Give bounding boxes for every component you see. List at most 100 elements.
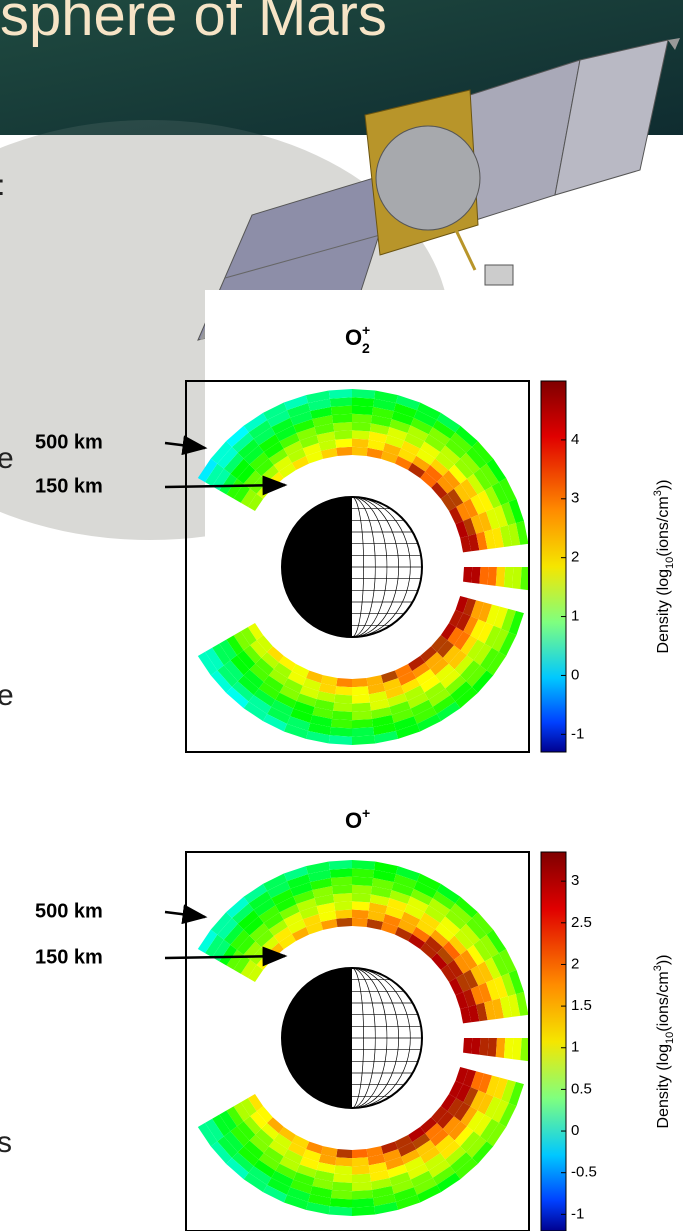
ring-cell	[352, 1157, 369, 1166]
ring-cell	[488, 1038, 497, 1057]
ring-cell	[471, 1038, 480, 1055]
colorbar-label-part: ))	[655, 955, 672, 966]
ring-cell	[352, 1149, 368, 1158]
ring-cell	[352, 1174, 371, 1183]
ring-cell	[332, 711, 352, 720]
colorbar-label-part: Density (log	[655, 569, 672, 653]
ring-cell	[331, 1190, 352, 1200]
ring-cell	[352, 719, 373, 729]
ring-cell	[352, 727, 374, 737]
ring-cell	[329, 860, 352, 870]
ring-cell	[352, 885, 372, 894]
panel-title: O	[345, 808, 362, 833]
colorbar-tick-label: 3	[571, 872, 579, 889]
page: {"header": {"title": "sphere of Mars"}, …	[0, 0, 683, 1231]
ring-cell	[504, 567, 514, 588]
slide: sphere of Mars :ees O+2500 km150 km-1012…	[0, 0, 683, 1231]
ring-cell	[463, 567, 472, 583]
ring-cell	[333, 1174, 352, 1183]
planet-night	[282, 968, 352, 1108]
ring-cell	[352, 1206, 375, 1216]
ring-cell	[334, 1165, 352, 1174]
ring-cell	[336, 1149, 352, 1158]
colorbar-tick-label: -0.5	[571, 1164, 597, 1181]
altitude-label: 150 km	[35, 946, 103, 968]
ring-cell	[330, 727, 352, 737]
ring-cell	[352, 397, 374, 407]
ring-cell	[352, 678, 368, 687]
ring-cell	[512, 1038, 522, 1060]
ring-cell	[352, 868, 374, 878]
colorbar-tick-label: 0	[571, 1122, 579, 1139]
ring-cell	[331, 719, 352, 729]
ring-cell	[335, 686, 352, 695]
colorbar-tick-label: 1.5	[571, 997, 592, 1014]
ring-cell	[330, 397, 352, 407]
ring-cell	[496, 1038, 505, 1058]
title-base: O	[345, 808, 362, 833]
ring-cell	[352, 406, 373, 416]
ring-cell	[352, 686, 369, 695]
ring-cell	[496, 567, 505, 587]
ring-cell	[352, 893, 371, 902]
ring-cell	[352, 877, 373, 887]
ring-cell	[332, 414, 352, 423]
ring-cell	[504, 1038, 514, 1059]
ring-cell	[334, 430, 352, 439]
ring-cell	[352, 711, 372, 720]
ring-cell	[330, 868, 352, 878]
ring-cell	[336, 678, 352, 687]
ring-cell	[352, 910, 369, 919]
cut-text: e	[0, 442, 14, 475]
ring-cell	[334, 694, 352, 703]
ring-cell	[352, 860, 375, 870]
colorbar-tick-label: 4	[571, 431, 579, 448]
ring-cell	[331, 406, 352, 416]
ring-cell	[352, 918, 368, 927]
colorbar-label-part: (ions/cm	[655, 971, 672, 1031]
colorbar-label-part: ))	[655, 480, 672, 491]
ring-cell	[336, 918, 352, 927]
ring-cell	[333, 703, 352, 712]
ring-cell	[332, 1182, 352, 1191]
panel: O+500 km150 km-1-0.500.511.522.53Density…	[35, 805, 676, 1231]
ring-cell	[332, 885, 352, 894]
cut-text: s	[0, 1126, 12, 1159]
colorbar-tick-label: 1	[571, 608, 579, 625]
ring-cell	[352, 422, 371, 431]
ring-cell	[352, 735, 375, 745]
colorbar-tick-label: 2.5	[571, 914, 592, 931]
ring-cell	[352, 694, 370, 703]
ring-cell	[352, 1198, 374, 1208]
cut-text: e	[0, 679, 14, 712]
ring-cell	[471, 567, 480, 584]
altitude-label: 500 km	[35, 900, 103, 922]
ring-cell	[488, 567, 497, 586]
ring-cell	[329, 389, 352, 399]
ring-cell	[333, 893, 352, 902]
ring-cell	[330, 1198, 352, 1208]
colorbar-tick-label: 2	[571, 955, 579, 972]
ring-cell	[335, 1157, 352, 1166]
colorbar-label-part: Density (log	[655, 1044, 672, 1128]
title-sub: 2	[362, 340, 370, 356]
ring-cell	[352, 703, 371, 712]
colorbar-tick-label: 0.5	[571, 1080, 592, 1097]
title-sup: +	[362, 322, 370, 338]
panel-title: O	[345, 325, 362, 350]
colorbar-label-part: (ions/cm	[655, 496, 672, 556]
colorbar-label-part: 10	[664, 1032, 676, 1044]
cut-text: :	[0, 169, 5, 202]
ring-cell	[335, 910, 352, 919]
colorbar-label: Density (log10(ions/cm3))	[652, 955, 676, 1129]
ring-cell	[352, 414, 372, 423]
colorbar	[541, 381, 566, 752]
ring-cell	[479, 1038, 488, 1056]
ring-cell	[331, 877, 352, 887]
ring-cell	[329, 735, 352, 745]
ring-cell	[352, 1190, 373, 1200]
colorbar-tick-label: -1	[571, 725, 584, 742]
colorbar	[541, 852, 566, 1231]
ring-cell	[352, 1165, 370, 1174]
slide-title: sphere of Mars	[0, 0, 387, 48]
